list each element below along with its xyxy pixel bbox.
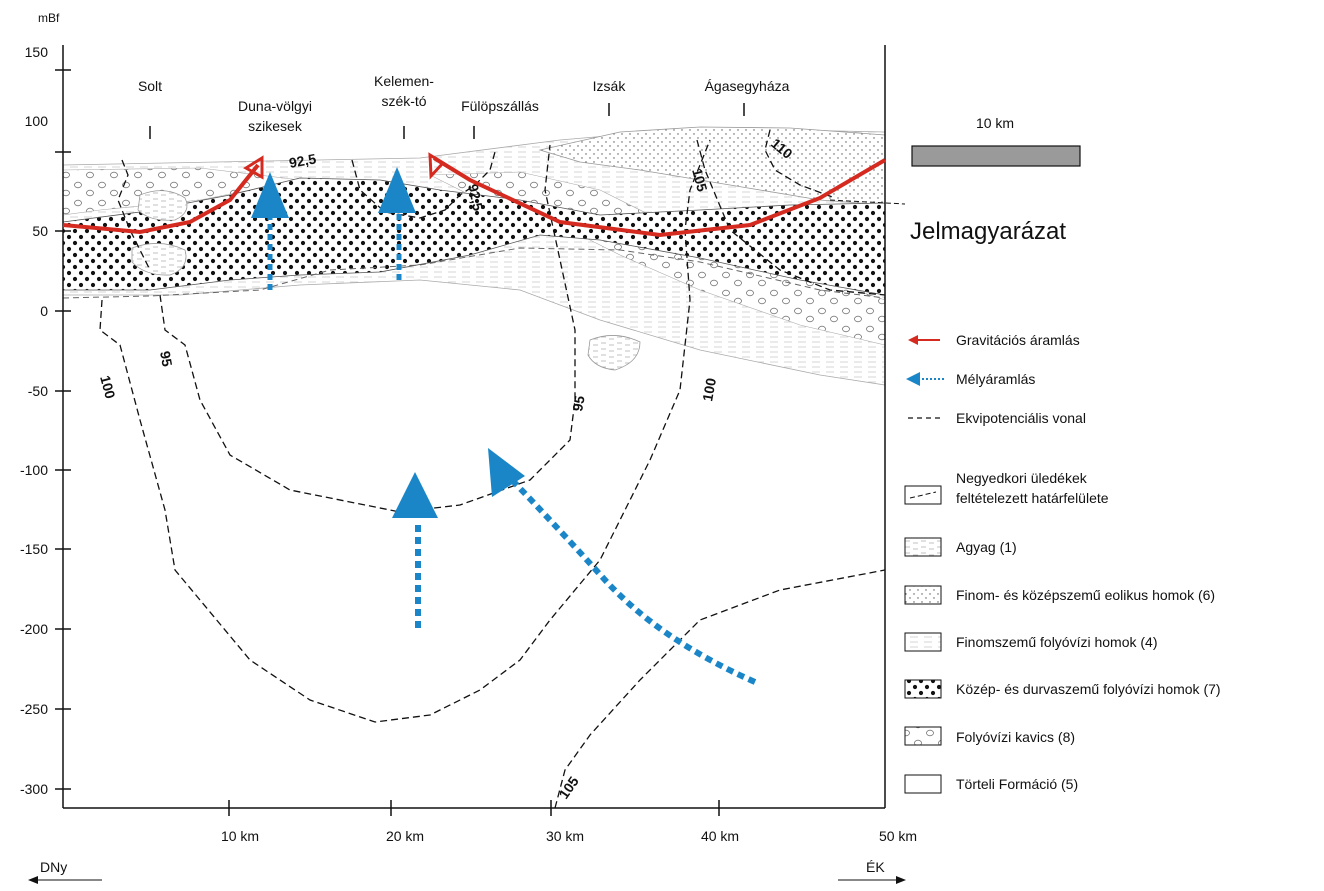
y-tick-label: 50 xyxy=(32,223,48,239)
deep-flow-stem xyxy=(509,477,757,685)
scale-bar: 10 km xyxy=(911,115,1081,167)
legend-item-deep-flow: Mélyáramlás xyxy=(956,371,1035,387)
legend-item-torteli: Törteli Formáció (5) xyxy=(956,776,1078,792)
place-label-duna-2: szikesek xyxy=(248,118,303,134)
y-tick-label: -300 xyxy=(20,781,48,797)
legend-item-eolian-sand: Finom- és középszemű eolikus homok (6) xyxy=(956,587,1215,603)
x-tick-label: 10 km xyxy=(221,828,259,844)
x-tick-labels: 10 km 20 km 30 km 40 km 50 km xyxy=(221,828,917,844)
clay-lens xyxy=(131,243,187,276)
eolian-sand-layer xyxy=(538,126,886,206)
legend-item-equipotential: Ekvipotenciális vonal xyxy=(956,410,1086,426)
place-label-izsak: Izsák xyxy=(593,78,627,94)
legend-item-clay: Agyag (1) xyxy=(956,539,1017,555)
axes xyxy=(55,45,886,816)
place-labels: Solt Duna-völgyi szikesek Kelemen- szék-… xyxy=(138,73,790,139)
equipotential-line-110 xyxy=(764,129,836,199)
equipotential-line-92-5-kelemen xyxy=(351,151,496,219)
legend-item-quaternary-2: feltételezett határfelülete xyxy=(956,490,1109,506)
y-tick-label: 150 xyxy=(25,44,49,60)
place-label-solt: Solt xyxy=(138,78,162,94)
legend-item-gravity-flow: Gravitációs áramlás xyxy=(956,332,1080,348)
equipotential-line-95 xyxy=(159,144,576,513)
clay-lens xyxy=(137,190,188,221)
x-tick-label: 40 km xyxy=(701,828,739,844)
y-tick-labels: 150 100 50 0 -50 -100 -150 -200 -250 -30… xyxy=(20,44,48,797)
gravity-flow-west xyxy=(62,163,260,235)
y-tick-label: -200 xyxy=(20,621,48,637)
deep-flow-arrowhead xyxy=(251,172,289,218)
y-tick-label: -150 xyxy=(20,541,48,557)
y-tick-label: 0 xyxy=(40,303,48,319)
legend-item-gravel: Folyóvízi kavics (8) xyxy=(956,729,1075,745)
deep-flow-arrowhead xyxy=(378,167,416,213)
quaternary-boundary-line xyxy=(62,247,886,299)
svg-text:ÉK: ÉK xyxy=(866,859,885,875)
legend-item-coarse-sand: Közép- és durvaszemű folyóvízi homok (7) xyxy=(956,681,1221,697)
place-label-kelemen: Kelemen- xyxy=(374,73,434,89)
contour-label: 105 xyxy=(689,167,711,194)
deep-flow-arrows xyxy=(251,167,757,685)
deep-flow-arrowhead xyxy=(488,448,525,497)
equipotential-line-100-west xyxy=(99,139,711,723)
direction-right: ÉK xyxy=(838,859,906,884)
gravity-flow-east xyxy=(432,156,887,238)
contour-label: 100 xyxy=(97,374,119,401)
deep-flow-arrowhead xyxy=(392,472,438,518)
place-label-agasegyhaza: Ágasegyháza xyxy=(705,78,790,94)
y-tick-label: -100 xyxy=(20,462,48,478)
legend: Jelmagyarázat Gravitációs áramlás Mélyár… xyxy=(904,218,1221,794)
contour-label: 105 xyxy=(555,773,582,801)
svg-text:DNy: DNy xyxy=(40,859,67,875)
scale-bar-label: 10 km xyxy=(976,115,1014,131)
legend-item-quaternary: Negyedkori üledékek xyxy=(956,470,1088,486)
equipotential-line-105-upper xyxy=(696,139,886,296)
legend-title: Jelmagyarázat xyxy=(910,218,1066,245)
direction-left: DNy xyxy=(28,859,102,884)
contour-label: 95 xyxy=(157,350,175,368)
place-label-duna: Duna-völgyi xyxy=(238,98,312,114)
y-axis-unit: mBf xyxy=(38,11,60,25)
equipotential-lines xyxy=(99,129,886,809)
place-label-fulopszallas: Fülöpszállás xyxy=(461,98,539,114)
gravity-flow-arrows xyxy=(62,152,887,238)
y-tick-label: -250 xyxy=(20,701,48,717)
equipotential-line-92-5-west xyxy=(117,159,151,271)
x-tick-label: 30 km xyxy=(546,828,584,844)
gravity-flow-arrowhead xyxy=(428,152,446,180)
gravity-flow-arrowhead xyxy=(243,155,264,180)
equipotential-line-105-lower xyxy=(554,569,886,809)
clay-lens xyxy=(587,335,641,371)
x-tick-label: 20 km xyxy=(386,828,424,844)
x-tick-label: 50 km xyxy=(879,828,917,844)
legend-item-fine-river-sand: Finomszemű folyóvízi homok (4) xyxy=(956,634,1158,650)
contour-label: 92,5 xyxy=(465,182,486,212)
contour-label: 100 xyxy=(699,377,719,403)
place-label-kelemen-2: szék-tó xyxy=(381,93,426,109)
y-tick-label: 100 xyxy=(25,113,49,129)
contour-label: 92,5 xyxy=(288,150,318,171)
east-dashed-leader xyxy=(829,199,906,205)
contour-label: 95 xyxy=(569,394,587,412)
y-tick-label: -50 xyxy=(28,383,48,399)
